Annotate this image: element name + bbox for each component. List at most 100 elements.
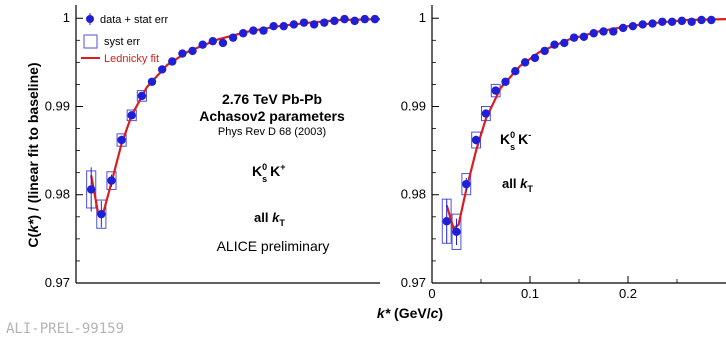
left-pair-k2: K — [270, 163, 280, 179]
y-axis-label-part-1: C( — [25, 232, 41, 247]
left-data-point — [137, 91, 147, 101]
y-axis-label-part-2: k* — [25, 219, 41, 233]
right-y-ticks: 0.97 0.98 0.99 1 — [401, 10, 439, 290]
left-data-point — [370, 14, 380, 24]
left-data-point — [117, 135, 126, 145]
right-kt-sub: T — [527, 184, 533, 194]
right-data-point — [667, 17, 677, 26]
right-data-point — [638, 20, 647, 29]
right-data-point — [599, 27, 608, 36]
right-pair-label: K0 s K- — [500, 130, 531, 152]
left-data-point — [198, 40, 207, 49]
right-data-point — [687, 17, 696, 26]
right-x-tick-label: 0 — [428, 286, 435, 301]
legend-syst-label: syst err — [104, 36, 140, 48]
right-data-point — [442, 217, 451, 226]
left-data-point — [168, 57, 177, 66]
right-y-tick-label: 0.99 — [401, 98, 426, 113]
legend-data-label: data + stat err — [100, 14, 169, 26]
right-data-point — [628, 21, 638, 31]
left-data-point — [147, 77, 157, 86]
right-pair-k1-sup: 0 — [510, 130, 515, 140]
right-pair-k2: K — [518, 131, 528, 147]
left-data-point — [87, 185, 96, 194]
right-data-point — [569, 33, 579, 42]
right-data-point — [579, 32, 589, 41]
legend-fit-label: Lednicky fit — [104, 53, 159, 65]
right-data-point — [550, 40, 559, 49]
left-data-points — [87, 14, 380, 228]
right-data-point — [481, 109, 491, 118]
left-pair-label: K0 s K+ — [252, 162, 286, 184]
right-x-tick-label: 0.1 — [521, 286, 539, 301]
left-kt-sub: T — [279, 218, 285, 228]
right-data-point — [609, 27, 618, 36]
watermark-label: ALI-PREL-99159 — [6, 321, 124, 337]
right-data-point — [471, 135, 481, 145]
right-data-point — [491, 86, 500, 95]
right-y-tick-label: 1 — [419, 10, 426, 25]
left-pair-k1: K — [252, 163, 262, 179]
left-data-point — [340, 14, 349, 24]
right-data-point — [560, 38, 569, 48]
left-data-point — [320, 18, 329, 27]
right-data-point — [520, 58, 530, 67]
right-data-point — [511, 66, 520, 76]
left-y-tick-label: 0.97 — [45, 275, 70, 290]
left-data-point — [299, 18, 309, 27]
reference-label: Phys Rev D 68 (2003) — [218, 126, 326, 138]
energy-label: 2.76 TeV Pb-Pb — [222, 91, 322, 107]
right-kt-label: all kT — [502, 176, 533, 194]
left-data-point — [330, 16, 339, 26]
preliminary-label: ALICE preliminary — [217, 238, 330, 254]
right-pair-k2-sup: - — [528, 130, 531, 140]
left-data-point — [279, 21, 288, 31]
right-data-point — [707, 15, 716, 25]
right-kt-prefix: all — [502, 176, 520, 191]
left-kt-k: k — [272, 210, 280, 225]
right-data-point — [452, 227, 461, 237]
right-data-points — [442, 15, 716, 246]
left-pair-k2-sup: + — [280, 162, 285, 172]
right-data-point — [697, 15, 706, 25]
left-data-point — [188, 46, 197, 56]
left-data-point — [157, 65, 167, 74]
right-data-point — [530, 53, 540, 63]
left-fit-curve — [90, 18, 381, 216]
right-pair-k1-sub: s — [510, 142, 515, 152]
left-y-tick-label: 1 — [63, 10, 70, 25]
y-axis-label: C(k*) / (linear fit to baseline) — [25, 62, 41, 247]
right-data-point — [618, 23, 628, 33]
right-panel: 0.97 0.98 0.99 1 0 0.1 0.2 — [401, 5, 726, 301]
left-pair-k1-sup: 0 — [262, 162, 267, 172]
right-data-point — [648, 19, 657, 28]
left-panel: 0.97 0.98 0.99 1 — [45, 5, 381, 290]
right-data-point — [589, 29, 598, 38]
x-axis-label-part-1: k* — [377, 305, 391, 321]
x-axis-label-part-2: (GeV/ — [390, 305, 431, 321]
left-data-point — [350, 16, 359, 26]
left-data-point — [239, 29, 248, 38]
right-data-point — [677, 16, 687, 26]
left-data-point — [259, 26, 268, 35]
left-data-point — [127, 111, 136, 120]
right-y-tick-label: 0.97 — [401, 275, 426, 290]
right-data-point — [462, 179, 471, 189]
y-axis-label-part-3: ) / (linear fit to baseline) — [25, 62, 41, 219]
left-y-ticks: 0.97 0.98 0.99 1 — [45, 10, 83, 290]
left-y-tick-label: 0.99 — [45, 98, 70, 113]
params-label: Achasov2 parameters — [199, 108, 345, 124]
left-data-point — [228, 33, 238, 42]
right-data-point — [658, 17, 667, 26]
left-data-point — [249, 26, 258, 35]
legend-data-marker — [86, 15, 94, 23]
x-axis-label-part-4: ) — [438, 305, 443, 321]
right-x-tick-label: 0.2 — [619, 286, 637, 301]
left-data-point — [360, 14, 369, 24]
x-axis-label-part-3: c — [431, 305, 439, 321]
left-data-point — [107, 176, 116, 185]
right-data-point — [501, 77, 510, 86]
right-x-ticks: 0 0.1 0.2 — [428, 276, 678, 301]
left-data-point — [218, 38, 228, 48]
